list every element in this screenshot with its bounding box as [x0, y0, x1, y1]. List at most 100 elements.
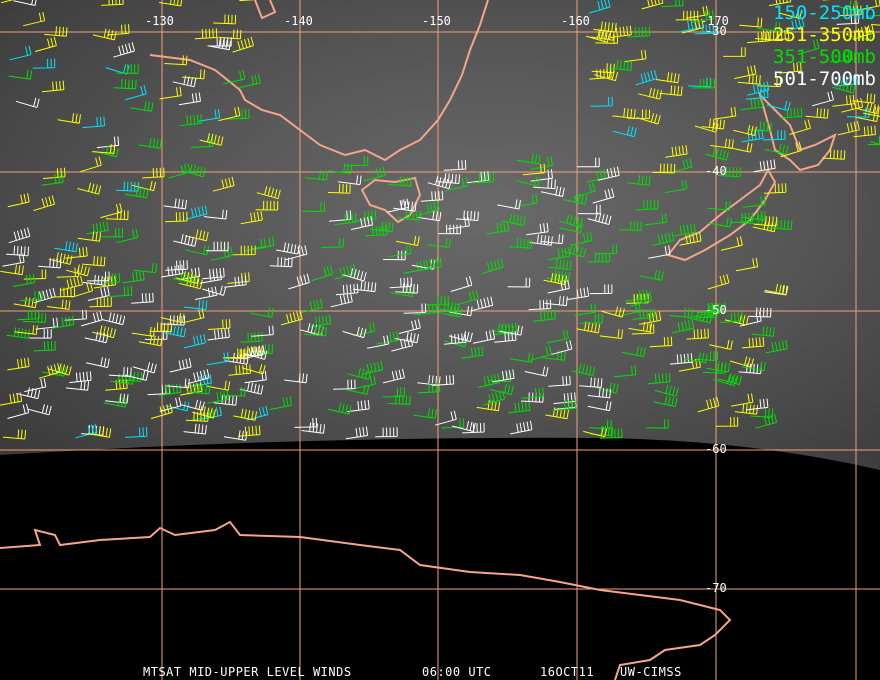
wind-barb: [233, 245, 256, 256]
wind-barb: [32, 58, 56, 69]
wind-barb: [832, 94, 855, 107]
wind-barb: [644, 213, 667, 226]
wind-barb: [132, 180, 156, 192]
wind-barb: [587, 401, 612, 412]
wind-barb: [532, 179, 556, 190]
wind-barb: [383, 250, 406, 261]
wind-barb: [750, 407, 774, 418]
wind-barb: [516, 176, 541, 187]
wind-barb: [587, 211, 612, 225]
wind-barb: [255, 200, 279, 211]
wind-barb: [608, 59, 633, 71]
wind-barb: [483, 390, 506, 406]
wind-barb: [419, 257, 443, 271]
wind-barb: [138, 334, 163, 347]
wind-barb: [707, 200, 731, 211]
wind-barb: [542, 350, 566, 361]
wind-barb: [389, 277, 413, 289]
lat-label-60: -60: [705, 442, 727, 456]
wind-barb: [169, 358, 192, 373]
wind-barb: [13, 0, 37, 6]
wind-barb: [609, 25, 632, 39]
wind-barb: [417, 210, 442, 222]
product-title: MTSAT MID-UPPER LEVEL WINDS: [143, 665, 352, 679]
wind-barb: [747, 81, 770, 96]
wind-barb: [57, 113, 81, 124]
wind-barb: [187, 383, 211, 395]
wind-barb: [183, 423, 207, 435]
wind-barb: [242, 344, 265, 360]
wind-barb: [754, 216, 778, 227]
wind-barb: [558, 214, 583, 228]
wind-barb: [100, 203, 123, 219]
wind-barb: [202, 267, 225, 280]
wind-barb: [52, 287, 76, 298]
wind-barb: [33, 340, 56, 352]
wind-barb: [739, 17, 763, 28]
lat-label-30: -30: [705, 24, 727, 38]
lat-label-50: -50: [705, 303, 727, 317]
wind-barb: [709, 339, 733, 350]
wind-barb: [327, 402, 352, 415]
wind-barb: [587, 252, 611, 263]
wind-barb: [449, 306, 473, 317]
coastline-antarctica: [0, 520, 732, 680]
wind-barb: [594, 69, 619, 82]
wind-barb: [461, 346, 484, 359]
wind-barb: [573, 182, 596, 198]
wind-barb: [51, 315, 75, 329]
wind-barb: [692, 78, 715, 89]
legend-251-350mb: 251-350mb: [773, 24, 876, 46]
wind-barb: [206, 241, 229, 252]
wind-barb: [762, 130, 786, 141]
wind-barb: [782, 17, 805, 33]
wind-barb: [766, 29, 790, 42]
wind-barb: [7, 357, 30, 371]
wind-barb: [398, 319, 421, 334]
wind-barb: [755, 413, 778, 429]
wind-barb: [600, 306, 625, 318]
wind-barb: [227, 109, 250, 120]
wind-barb: [345, 156, 369, 167]
wind-barb: [456, 289, 479, 306]
wind-barb: [752, 220, 777, 233]
wind-barb: [654, 384, 679, 397]
wind-barb: [836, 14, 860, 25]
wind-barb: [450, 276, 473, 292]
wind-barb: [544, 295, 568, 307]
wind-barb: [8, 69, 33, 80]
wind-barb: [251, 325, 274, 337]
lon-label-140: -140: [284, 14, 313, 28]
wind-barb: [361, 360, 384, 376]
wind-barb: [641, 0, 664, 10]
wind-barb: [41, 80, 65, 93]
wind-barb: [420, 190, 444, 202]
coastline-tasmania: [360, 176, 422, 224]
wind-barb: [562, 244, 587, 258]
wind-barb: [546, 270, 570, 283]
wind-barb: [304, 170, 328, 181]
wind-barb: [626, 293, 649, 304]
wind-barb: [101, 312, 126, 326]
wind-barb: [748, 121, 772, 132]
coastlines: [0, 0, 837, 680]
wind-barb: [69, 371, 92, 384]
wind-barb: [853, 125, 876, 138]
wind-barb: [163, 198, 187, 210]
wind-barb: [613, 365, 637, 378]
wind-barb: [172, 75, 197, 88]
wind-barb: [109, 286, 133, 297]
wind-barb: [303, 326, 327, 337]
wind-barb: [241, 364, 266, 375]
wind-barb: [763, 183, 787, 194]
wind-barb: [492, 369, 515, 383]
wind-barb: [284, 372, 308, 384]
wind-barb: [443, 333, 467, 345]
wind-barb: [47, 363, 72, 376]
wind-barb: [471, 296, 494, 312]
wind-barb: [589, 284, 613, 295]
wind-barb: [529, 234, 553, 246]
wind-barb: [187, 369, 210, 385]
wind-barb: [691, 9, 715, 23]
wind-barb: [182, 308, 205, 324]
